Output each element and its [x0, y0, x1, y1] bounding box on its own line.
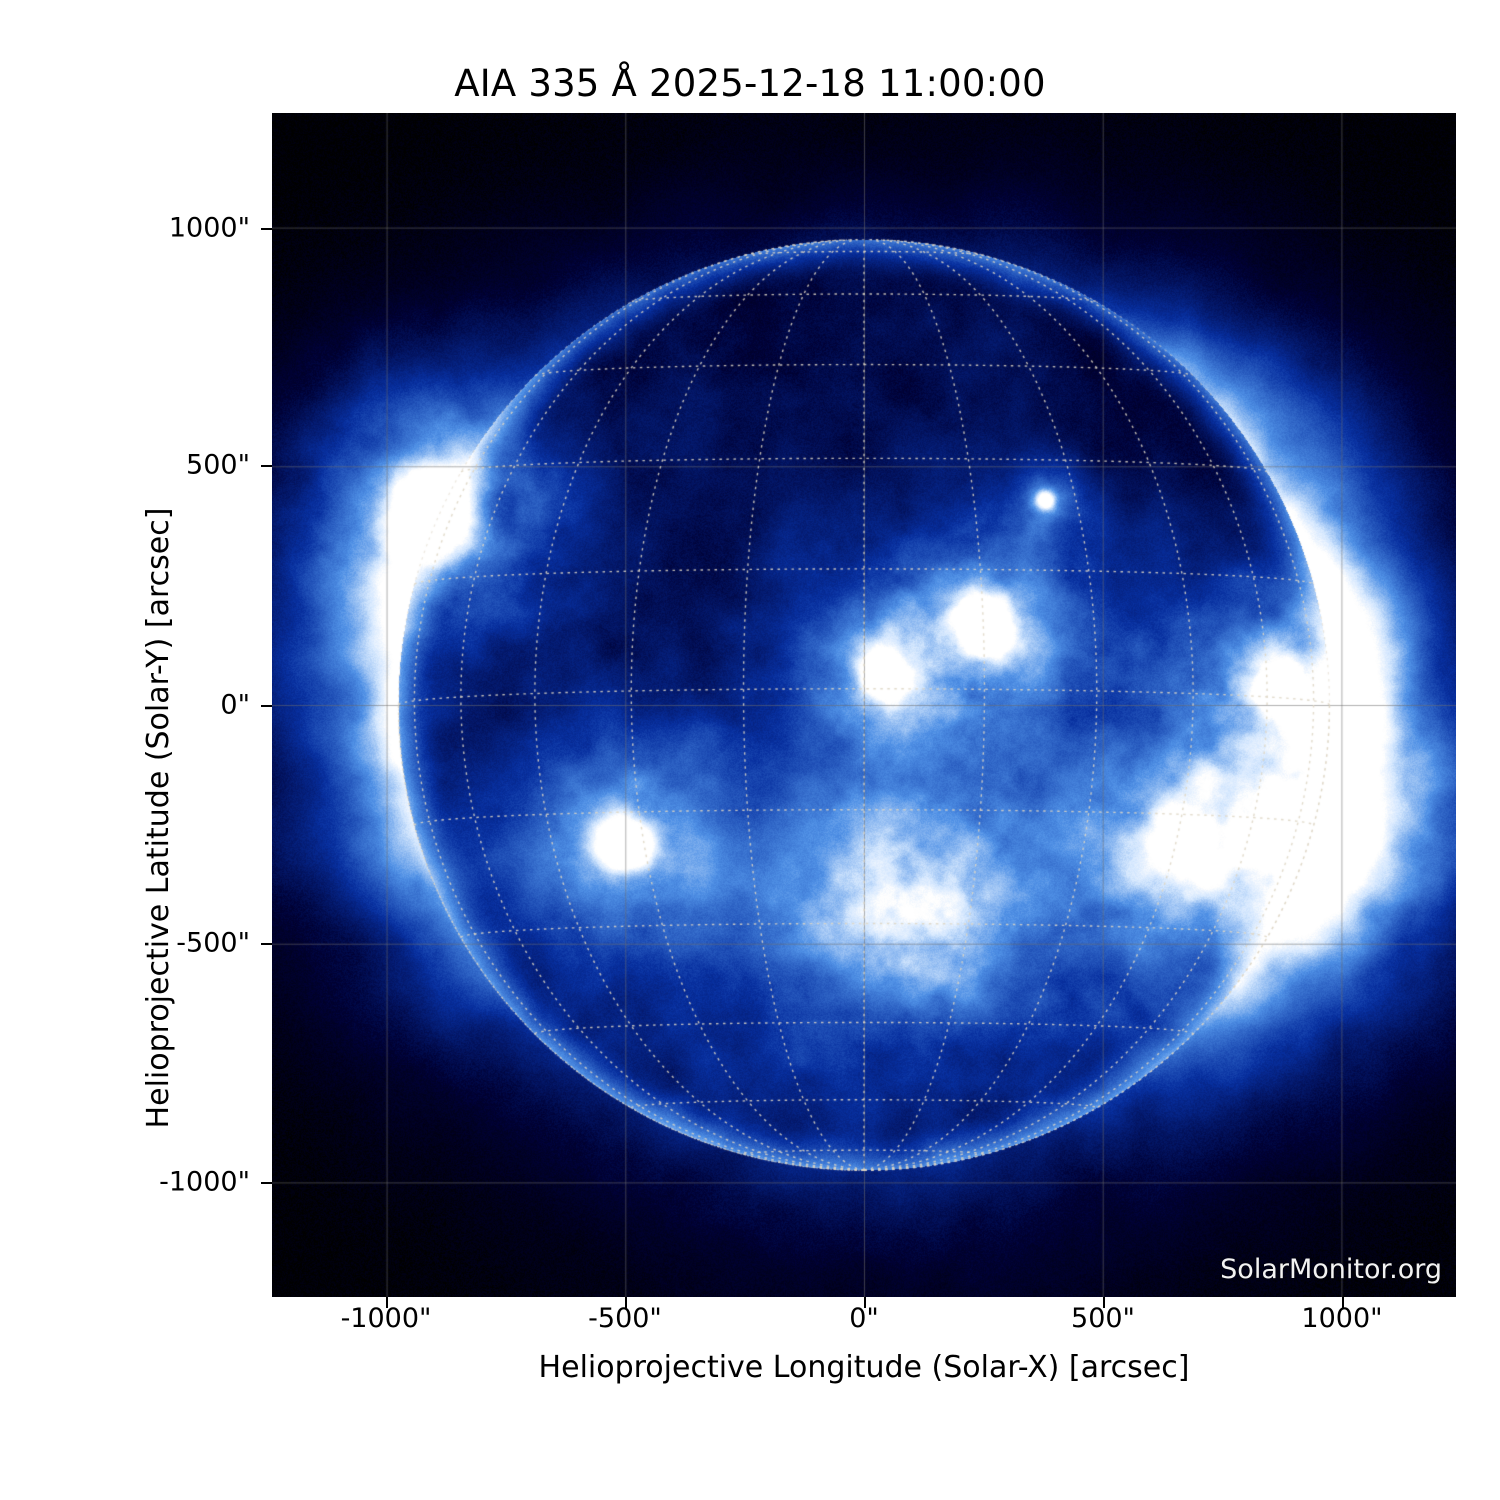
solar-disk-image — [272, 113, 1456, 1297]
xtick-mark-minus1000 — [386, 1297, 388, 1308]
xtick-label-minus1000: -1000" — [340, 1303, 432, 1334]
watermark-solarmonitor: SolarMonitor.org — [1220, 1254, 1442, 1285]
xtick-label-1000: 1000" — [1301, 1303, 1383, 1334]
xtick-label-minus500: -500" — [588, 1303, 662, 1334]
ytick-label-minus500: -500" — [176, 927, 250, 959]
page-title: AIA 335 Å 2025-12-18 11:00:00 — [454, 62, 1046, 105]
ytick-label-1000: 1000" — [168, 212, 250, 244]
ytick-label-minus1000: -1000" — [159, 1166, 250, 1198]
x-axis-label: Helioprojective Longitude (Solar-X) [arc… — [538, 1350, 1190, 1385]
ytick-label-0: 0" — [220, 689, 250, 721]
xtick-mark-1000 — [1342, 1297, 1344, 1308]
y-axis-label: Helioprojective Latitude (Solar-Y) [arcs… — [141, 507, 176, 1129]
ytick-mark-1000 — [261, 228, 272, 230]
ytick-label-500: 500" — [186, 449, 250, 481]
ytick-mark-500 — [261, 465, 272, 467]
xtick-label-500: 500" — [1071, 1303, 1135, 1334]
xtick-mark-500 — [1103, 1297, 1105, 1308]
ytick-mark-0 — [261, 705, 272, 707]
ytick-mark-minus1000 — [261, 1182, 272, 1184]
xtick-label-0: 0" — [849, 1303, 879, 1334]
xtick-mark-0 — [864, 1297, 866, 1308]
ytick-mark-minus500 — [261, 943, 272, 945]
xtick-mark-minus500 — [625, 1297, 627, 1308]
plot-area[interactable]: SolarMonitor.org — [272, 113, 1456, 1297]
